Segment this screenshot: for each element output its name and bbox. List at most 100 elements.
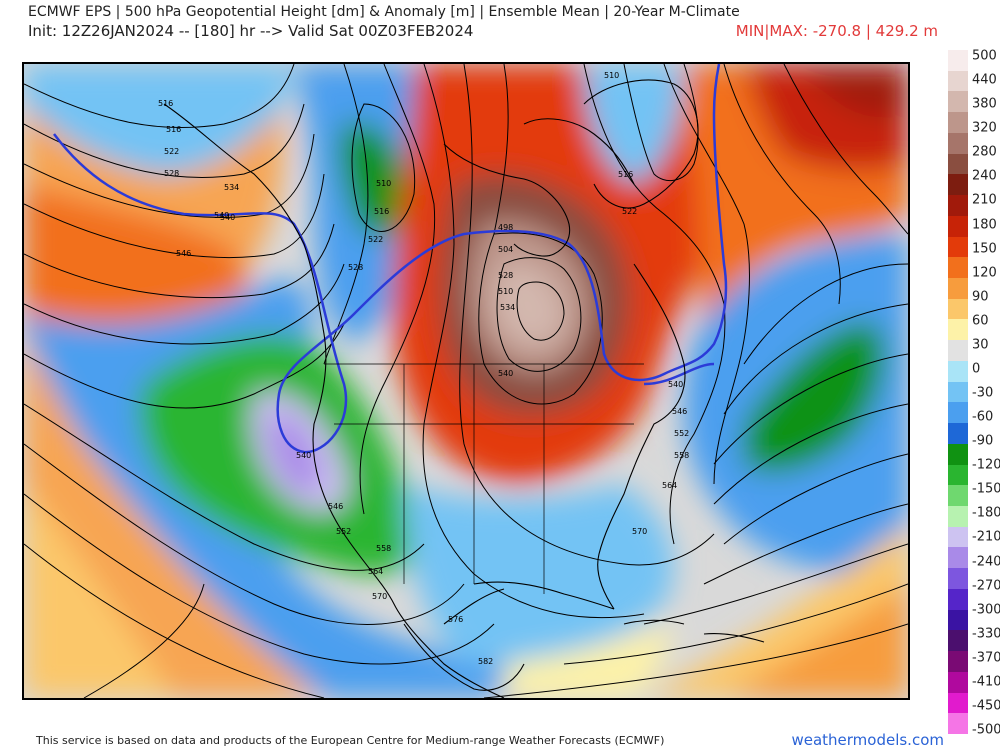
contour-label: 540 (220, 213, 235, 222)
contour-label: 540 (296, 451, 311, 460)
contour-label: 576 (448, 615, 463, 624)
colorbar-swatch (948, 195, 968, 217)
init-valid-line: Init: 12Z26JAN2024 -- [180] hr --> Valid… (28, 22, 474, 40)
contour-label: 558 (376, 544, 391, 553)
contour-label: 516 (158, 99, 173, 108)
colorbar-swatch (948, 153, 968, 175)
colorbar-swatch (948, 547, 968, 569)
colorbar-tick-label: 60 (972, 313, 989, 329)
colorbar-tick-label: -210 (972, 529, 1000, 545)
colorbar-swatch (948, 609, 968, 631)
colorbar-tick-label: 30 (972, 337, 989, 353)
anomaly-map: 516 516 522 528 534 540 546 510 516 522 … (24, 64, 908, 698)
colorbar-swatch (948, 506, 968, 528)
contour-label: 546 (328, 502, 343, 511)
colorbar-tick-label: -370 (972, 650, 1000, 666)
contour-label: 564 (368, 567, 383, 576)
contour-label: 522 (622, 207, 637, 216)
colorbar-tick-label: -410 (972, 674, 1000, 690)
colorbar-tick-label: -90 (972, 433, 994, 449)
contour-label: 516 (374, 207, 389, 216)
colorbar-swatch (948, 671, 968, 694)
colorbar-swatch (948, 443, 968, 466)
contour-label: 552 (336, 527, 351, 536)
colorbar-swatch (948, 132, 968, 155)
colorbar-tick-label: 380 (972, 96, 997, 112)
colorbar-tick-label: 210 (972, 192, 997, 208)
colorbar-tick-label: -450 (972, 698, 1000, 714)
contour-label: 528 (164, 169, 179, 178)
colorbar-tick-label: 180 (972, 217, 997, 232)
colorbar-tick-label: -270 (972, 578, 1000, 594)
colorbar-swatch (948, 630, 968, 652)
colorbar-tick-label: 500 (972, 48, 997, 64)
contour-label: 546 (672, 407, 687, 416)
colorbar-tick-label: -180 (972, 505, 1000, 521)
colorbar-swatch (948, 278, 968, 300)
contour-label: 582 (478, 657, 493, 666)
contour-label: 516 (166, 125, 181, 134)
brand-link[interactable]: weathermodels.com (791, 731, 944, 749)
colorbar-swatch (948, 713, 968, 735)
colorbar-tick-label: -330 (972, 626, 1000, 642)
contour-label: 510 (604, 71, 619, 80)
colorbar-tick-label: -60 (972, 409, 994, 425)
map-panel: 516 516 522 528 534 540 546 510 516 522 … (22, 62, 910, 700)
colorbar-tick-label: -30 (972, 385, 994, 401)
contour-label: 570 (632, 527, 647, 536)
colorbar-swatch (948, 423, 968, 445)
colorbar-swatch (948, 588, 968, 611)
contour-label: 552 (674, 429, 689, 438)
colorbar-tick-label: 240 (972, 168, 997, 184)
colorbar-swatch (948, 526, 968, 548)
chart-title: ECMWF EPS | 500 hPa Geopotential Height … (28, 4, 740, 20)
colorbar-tick-label: 120 (972, 265, 997, 281)
contour-label: 522 (164, 147, 179, 156)
colorbar-swatch (948, 381, 968, 403)
colorbar-tick-label: 320 (972, 120, 997, 136)
contour-label: 546 (176, 249, 191, 258)
contour-label: 510 (498, 287, 513, 296)
colorbar-tick-label: 440 (972, 72, 997, 88)
contour-label: 528 (348, 263, 363, 272)
contour-label: 540 (214, 211, 229, 220)
colorbar-swatch (948, 112, 968, 134)
contour-label: 534 (224, 183, 239, 192)
contour-label: 570 (372, 592, 387, 601)
colorbar-swatch (948, 485, 968, 507)
colorbar-tick-label: 280 (972, 144, 997, 160)
contour-label: 564 (662, 481, 677, 490)
contour-label: 540 (498, 369, 513, 378)
ecmwf-attribution: This service is based on data and produc… (36, 734, 665, 747)
colorbar-swatch (948, 360, 968, 383)
anomaly-colorbar (948, 50, 968, 735)
colorbar-tick-label: -120 (972, 457, 1000, 473)
colorbar-swatch (948, 568, 968, 590)
colorbar-swatch (948, 402, 968, 424)
contour-label: 510 (376, 179, 391, 188)
contour-label: 516 (618, 170, 633, 179)
colorbar-tick-label: 0 (972, 361, 981, 377)
colorbar-tick-label: -300 (972, 602, 1000, 618)
colorbar-swatch (948, 319, 968, 341)
contour-label: 558 (674, 451, 689, 460)
colorbar-tick-label: 150 (972, 241, 997, 257)
colorbar-tick-label: -240 (972, 554, 1000, 569)
colorbar-swatch (948, 70, 968, 92)
contour-label: 528 (498, 271, 513, 280)
colorbar-swatch (948, 692, 968, 714)
colorbar-tick-label: -500 (972, 722, 1000, 738)
colorbar-swatch (948, 236, 968, 258)
colorbar-swatch (948, 257, 968, 279)
contour-label: 498 (498, 223, 513, 232)
min-max-readout: MIN|MAX: -270.8 | 429.2 m (735, 22, 938, 40)
colorbar-swatch (948, 464, 968, 486)
colorbar-swatch (948, 651, 968, 673)
contour-label: 540 (668, 380, 683, 389)
colorbar-swatch (948, 91, 968, 113)
contour-label: 534 (500, 303, 515, 312)
colorbar-swatch (948, 50, 968, 72)
colorbar-swatch (948, 215, 968, 238)
colorbar-tick-label: -150 (972, 481, 1000, 497)
colorbar-swatch (948, 298, 968, 320)
